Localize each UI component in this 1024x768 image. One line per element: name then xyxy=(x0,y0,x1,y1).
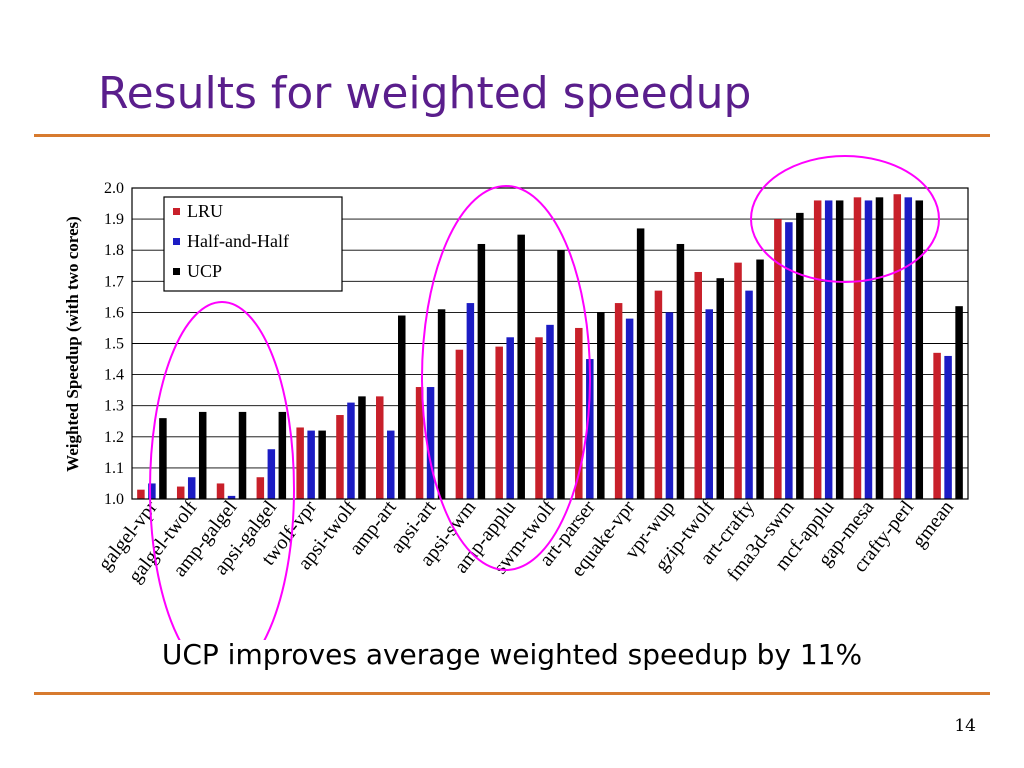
bar-lru xyxy=(734,262,742,499)
bar-lru xyxy=(933,352,941,499)
y-tick-label: 1.4 xyxy=(104,367,124,384)
bar-lru xyxy=(415,387,424,499)
x-category-label: gmean xyxy=(908,497,958,553)
bar-lru xyxy=(216,483,225,499)
bar-lru xyxy=(575,327,583,499)
bar-lru xyxy=(176,486,185,499)
bar-ucp xyxy=(318,430,326,499)
y-tick-label: 1.2 xyxy=(104,429,124,446)
weighted-speedup-chart: 1.0 1.1 1.2 1.3 1.4 1.5 1.6 1.7 1.8 1.9 2.0 galgel… xyxy=(63,155,969,640)
slide-caption: UCP improves average weighted speedup by… xyxy=(161,638,863,671)
bar-lru xyxy=(296,427,304,499)
bar-lru xyxy=(535,337,543,499)
page-number: 14 xyxy=(954,716,976,736)
bar-lru xyxy=(256,477,265,499)
bar-ucp xyxy=(796,212,804,499)
y-tick-label: 2.0 xyxy=(104,180,124,197)
bar-ucp xyxy=(238,411,247,499)
bar-lru xyxy=(654,290,663,499)
bar-half-and-half xyxy=(546,324,554,499)
slide-title: Results for weighted speedup xyxy=(98,68,752,119)
y-tick-label: 1.7 xyxy=(104,273,124,290)
bar-ucp xyxy=(955,306,963,499)
plot-frame xyxy=(131,187,969,500)
bar-half-and-half xyxy=(387,430,395,499)
bar-half-and-half xyxy=(864,200,873,499)
bar-ucp xyxy=(198,411,207,499)
bar-lru xyxy=(813,200,822,499)
bar-half-and-half xyxy=(187,477,196,499)
bar-ucp xyxy=(716,278,724,499)
bars xyxy=(137,194,963,499)
bar-ucp xyxy=(676,243,685,499)
bar-lru xyxy=(774,219,782,499)
bar-half-and-half xyxy=(904,197,913,499)
bar-lru xyxy=(495,346,503,499)
y-tick-label: 1.8 xyxy=(104,242,124,259)
bar-half-and-half xyxy=(466,303,475,499)
bar-ucp xyxy=(159,418,167,499)
bar-lru xyxy=(376,396,384,499)
bar-half-and-half xyxy=(665,312,674,499)
bar-half-and-half xyxy=(506,337,514,499)
bar-ucp xyxy=(835,200,844,499)
bar-half-and-half xyxy=(426,387,435,499)
legend-swatch xyxy=(173,208,180,215)
bar-ucp xyxy=(875,197,884,499)
bar-lru xyxy=(614,303,623,499)
bar-half-and-half xyxy=(705,309,713,499)
bar-ucp xyxy=(915,200,924,499)
legend-box xyxy=(163,196,343,292)
bar-ucp xyxy=(477,243,486,499)
legend-entry: LRU xyxy=(187,201,223,221)
legend-entry: Half-and-Half xyxy=(187,231,289,251)
y-tick-label: 1.9 xyxy=(104,211,124,228)
ellipse-mid-speedup xyxy=(421,185,591,571)
bar-ucp xyxy=(756,259,764,499)
bar-half-and-half xyxy=(148,483,156,499)
bar-lru xyxy=(336,415,344,499)
x-category-labels: galgel-vprgalgel-twolfamp-galgelapsi-gal… xyxy=(94,496,958,587)
footer-divider xyxy=(34,692,990,695)
bar-half-and-half xyxy=(944,355,952,499)
bar-ucp xyxy=(278,411,287,499)
bar-half-and-half xyxy=(347,402,355,499)
ellipse-high-speedup xyxy=(750,155,940,283)
y-tick-label: 1.1 xyxy=(104,460,124,477)
ellipse-low-speedup xyxy=(149,301,295,640)
legend-entry: UCP xyxy=(187,261,222,281)
highlight-ellipses xyxy=(149,155,940,640)
y-tick-label: 1.5 xyxy=(104,336,124,353)
bar-half-and-half xyxy=(625,318,634,499)
bar-lru xyxy=(137,489,145,499)
legend-swatch xyxy=(173,268,180,275)
bar-half-and-half xyxy=(307,430,315,499)
legend: LRU Half-and-Half UCP xyxy=(163,196,343,292)
bar-lru xyxy=(853,197,862,499)
bar-ucp xyxy=(636,228,645,499)
y-tick-label: 1.6 xyxy=(104,304,124,321)
bar-lru xyxy=(455,349,464,499)
bar-ucp xyxy=(517,234,525,499)
y-axis-label: Weighted Speedup (with two cores) xyxy=(63,216,82,472)
bar-lru xyxy=(893,194,902,499)
y-tick-label: 1.0 xyxy=(104,491,124,508)
bar-half-and-half xyxy=(824,200,833,499)
bar-half-and-half xyxy=(267,449,276,499)
bar-ucp xyxy=(358,396,366,499)
bar-half-and-half xyxy=(227,495,236,499)
bar-half-and-half xyxy=(785,222,793,499)
bar-ucp xyxy=(437,309,446,499)
bar-ucp xyxy=(597,312,605,499)
bar-half-and-half xyxy=(586,359,594,499)
y-tick-label: 1.3 xyxy=(104,398,124,415)
bar-half-and-half xyxy=(745,290,753,499)
bar-ucp xyxy=(398,315,406,499)
title-divider xyxy=(34,134,990,137)
bar-lru xyxy=(694,271,702,499)
bar-ucp xyxy=(557,250,565,499)
y-tick-labels: 1.0 1.1 1.2 1.3 1.4 1.5 1.6 1.7 1.8 1.9 2.0 xyxy=(104,180,124,508)
legend-swatch xyxy=(173,238,180,245)
